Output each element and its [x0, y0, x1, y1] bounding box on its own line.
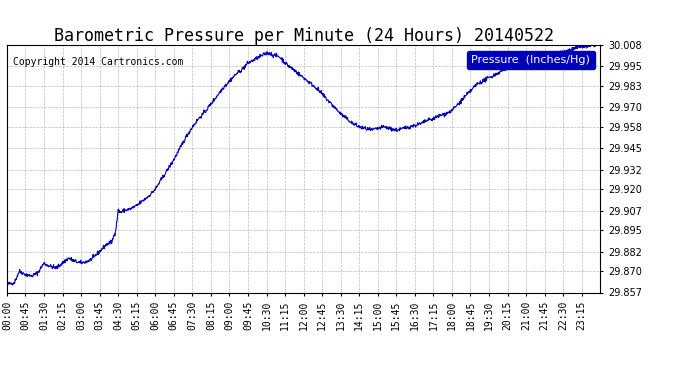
Pressure  (Inches/Hg)	[396, 127, 404, 132]
Pressure  (Inches/Hg)	[591, 41, 599, 45]
Pressure  (Inches/Hg)	[474, 82, 482, 86]
Pressure  (Inches/Hg)	[201, 110, 210, 115]
Pressure  (Inches/Hg)	[135, 201, 144, 205]
Pressure  (Inches/Hg)	[8, 283, 17, 287]
Pressure  (Inches/Hg)	[121, 209, 129, 213]
Title: Barometric Pressure per Minute (24 Hours) 20140522: Barometric Pressure per Minute (24 Hours…	[54, 27, 553, 45]
Legend: Pressure  (Inches/Hg): Pressure (Inches/Hg)	[467, 51, 595, 69]
Pressure  (Inches/Hg)	[3, 282, 11, 286]
Line: Pressure  (Inches/Hg): Pressure (Inches/Hg)	[7, 43, 600, 285]
Pressure  (Inches/Hg)	[596, 42, 604, 46]
Text: Copyright 2014 Cartronics.com: Copyright 2014 Cartronics.com	[13, 57, 184, 68]
Pressure  (Inches/Hg)	[526, 57, 534, 62]
